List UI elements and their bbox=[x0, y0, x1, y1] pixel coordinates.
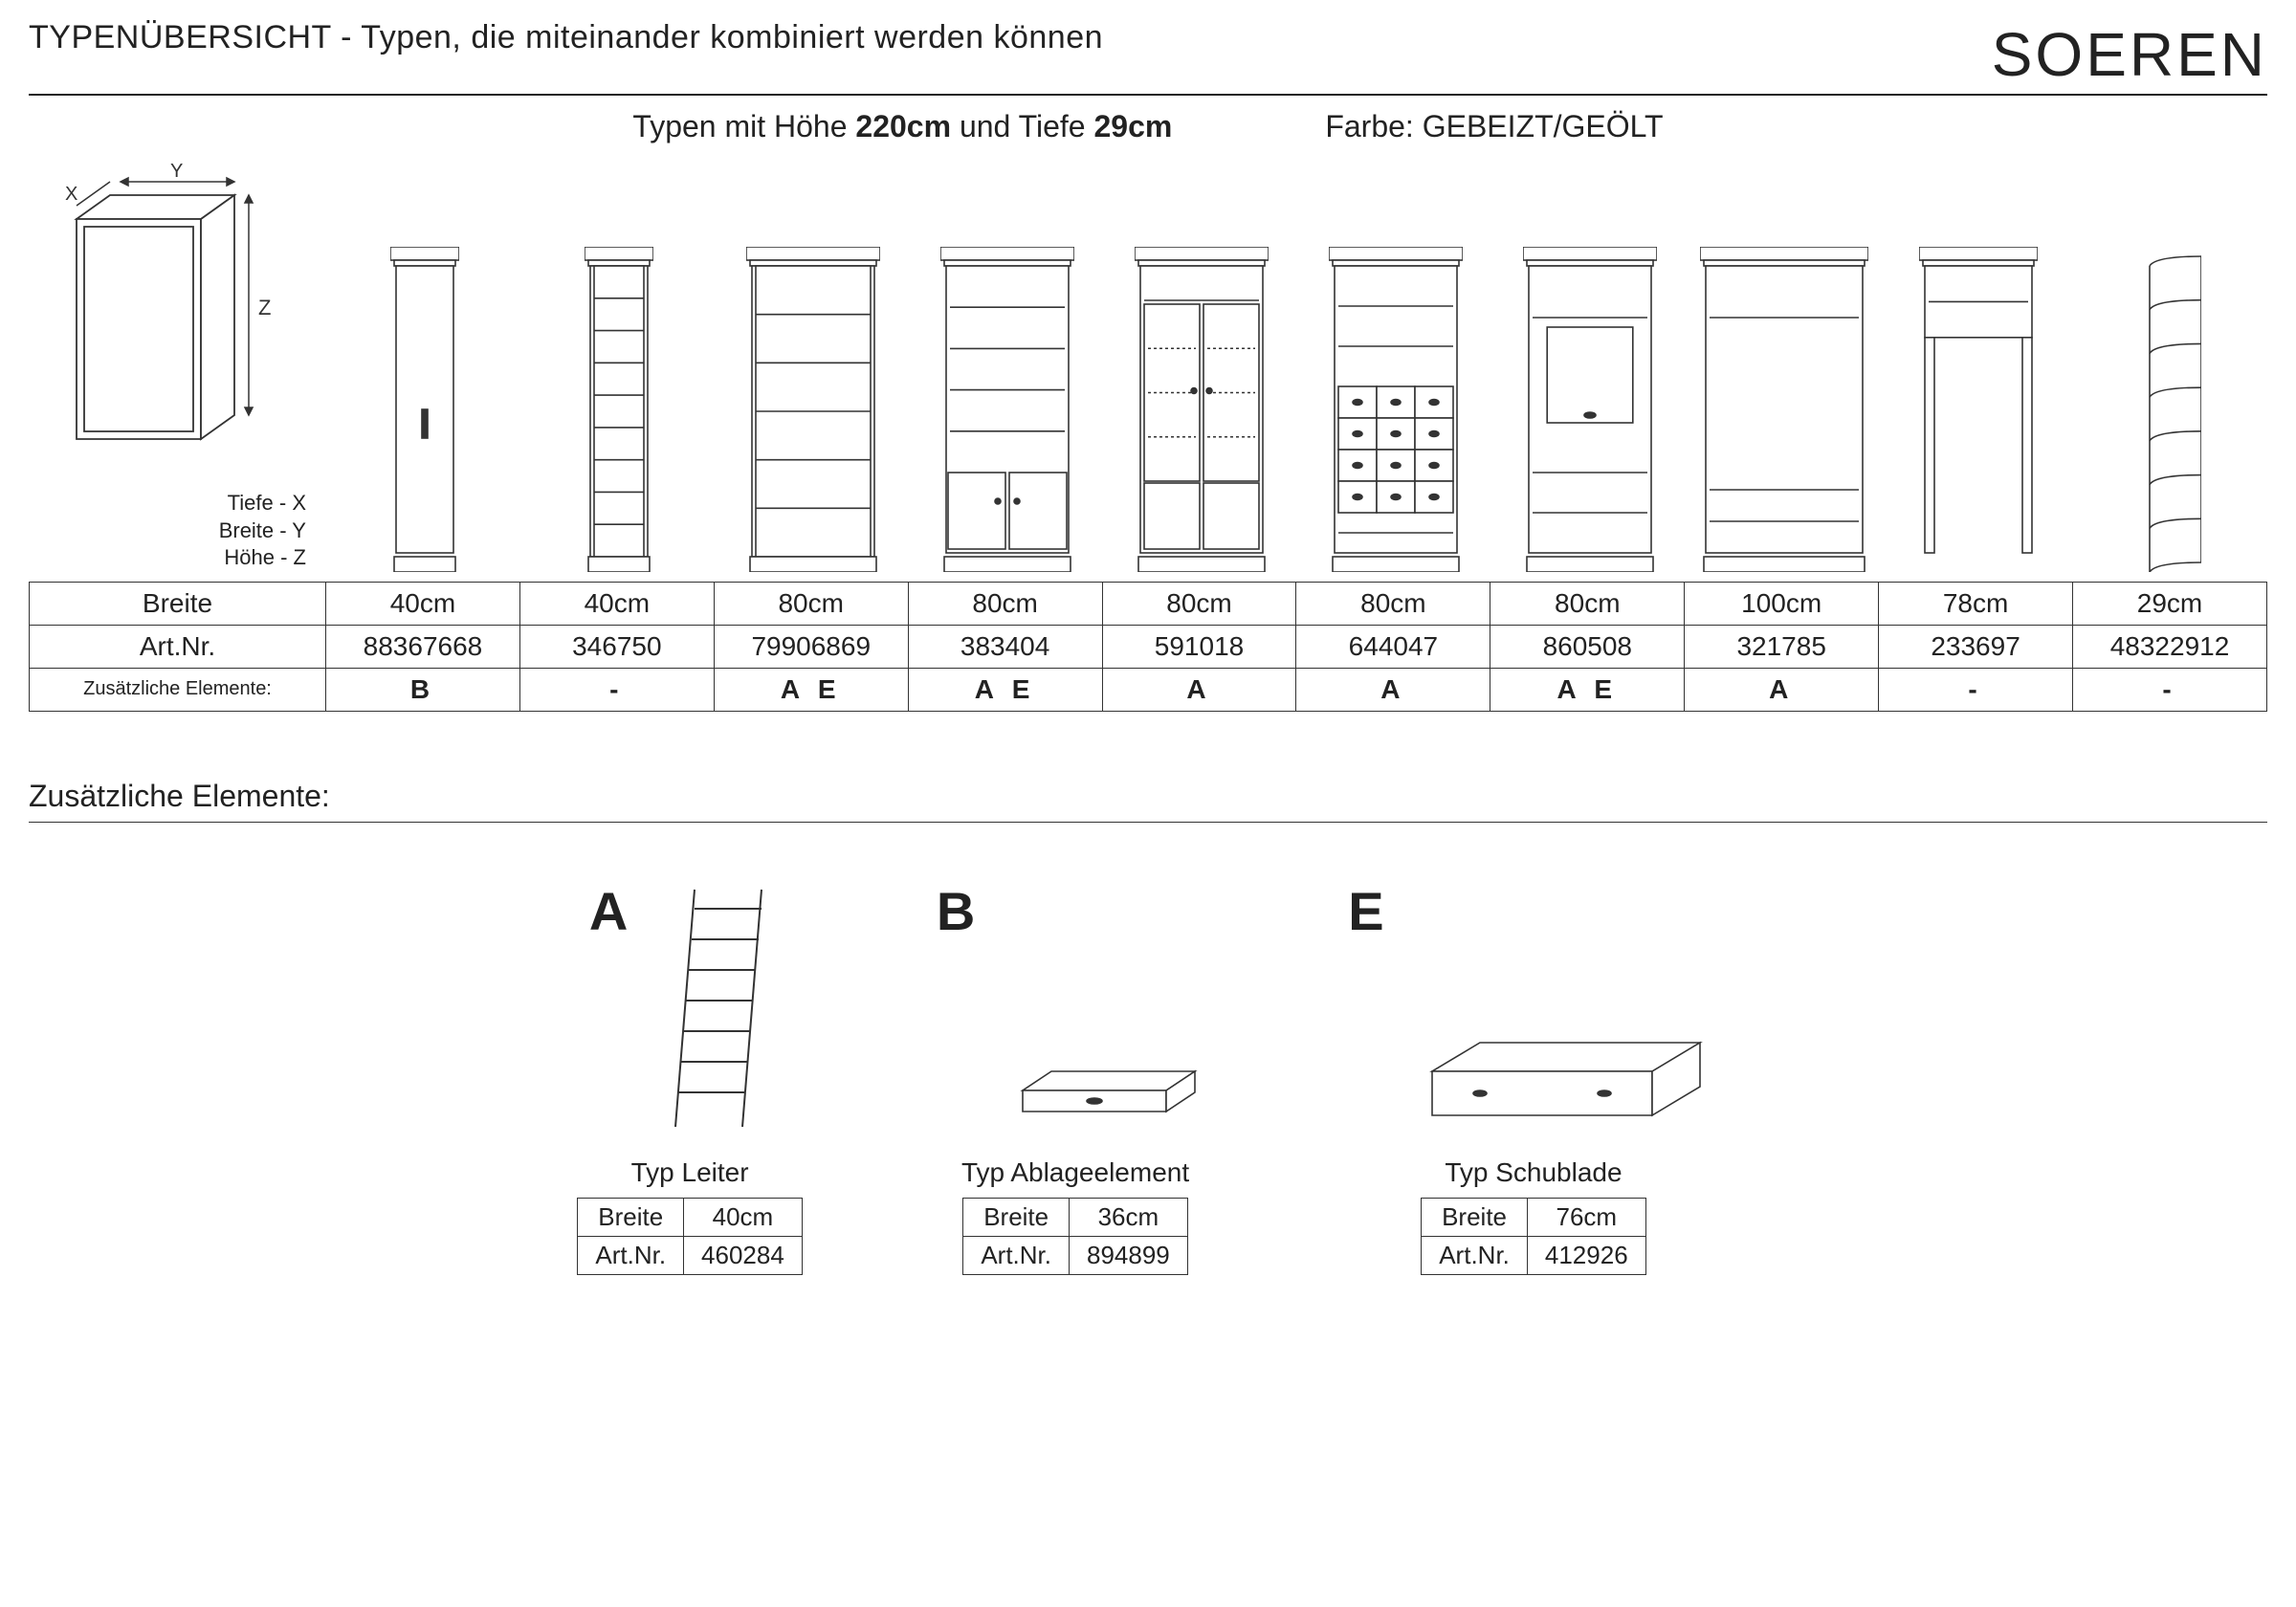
product-drawing bbox=[329, 228, 519, 572]
subhead-middle: und Tiefe bbox=[951, 109, 1093, 143]
cell-artnr: 860508 bbox=[1490, 625, 1685, 668]
cell-extra: - bbox=[519, 668, 714, 711]
cell-breite: 80cm bbox=[1296, 582, 1490, 625]
cell-artnr: 644047 bbox=[1296, 625, 1490, 668]
extra-column: A Typ Leiter Breite40cm Art.Nr.460284 bbox=[577, 880, 802, 1275]
dimension-diagram: X Y Z bbox=[29, 162, 277, 477]
extra-letter: B bbox=[937, 880, 975, 942]
cell-extra: A E bbox=[1490, 668, 1685, 711]
extras-row: A Typ Leiter Breite40cm Art.Nr.460284 B … bbox=[29, 880, 2267, 1275]
product-drawing bbox=[912, 228, 1102, 572]
cell-breite: 40cm bbox=[326, 582, 520, 625]
cell-artnr: 79906869 bbox=[714, 625, 908, 668]
product-drawing bbox=[1689, 228, 1879, 572]
cell-artnr: 346750 bbox=[519, 625, 714, 668]
cell-extra: - bbox=[2073, 668, 2267, 711]
mini-artnr-val: 412926 bbox=[1527, 1236, 1645, 1274]
color-label: Farbe: bbox=[1325, 109, 1422, 143]
product-drawing bbox=[1300, 228, 1490, 572]
extra-letter: E bbox=[1348, 880, 1383, 942]
cell-artnr: 321785 bbox=[1685, 625, 1879, 668]
extra-column: E Typ Schublade Breite76cm Art.Nr.412926 bbox=[1348, 880, 1718, 1275]
cell-breite: 80cm bbox=[908, 582, 1102, 625]
extra-type-label: Typ Leiter bbox=[631, 1157, 749, 1188]
cell-extra: A E bbox=[714, 668, 908, 711]
extra-mini-table: Breite36cm Art.Nr.894899 bbox=[962, 1198, 1187, 1275]
main-table: Breite40cm40cm80cm80cm80cm80cm80cm100cm7… bbox=[29, 582, 2267, 712]
cell-artnr: 233697 bbox=[1879, 625, 2073, 668]
cell-breite: 78cm bbox=[1879, 582, 2073, 625]
subhead-prefix: Typen mit Höhe bbox=[632, 109, 855, 143]
extra-type-label: Typ Ablageelement bbox=[961, 1157, 1189, 1188]
row-extra-label: Zusätzliche Elemente: bbox=[30, 668, 326, 711]
row-artnr-label: Art.Nr. bbox=[30, 625, 326, 668]
product-drawing bbox=[523, 228, 714, 572]
mini-breite-val: 40cm bbox=[684, 1198, 803, 1236]
mini-artnr-val: 460284 bbox=[684, 1236, 803, 1274]
product-drawing bbox=[1883, 228, 2073, 572]
svg-text:Z: Z bbox=[258, 296, 271, 319]
extra-letter: A bbox=[589, 880, 628, 942]
svg-text:Y: Y bbox=[170, 162, 183, 182]
cell-breite: 80cm bbox=[1490, 582, 1685, 625]
extra-drawing bbox=[1004, 880, 1214, 1129]
page-title: TYPENÜBERSICHT - Typen, die miteinander … bbox=[29, 19, 1103, 56]
mini-artnr-label: Art.Nr. bbox=[1422, 1236, 1528, 1274]
cell-artnr: 383404 bbox=[908, 625, 1102, 668]
products-row: X Y Z Tiefe - X Breite - Y Höhe - Z bbox=[29, 162, 2267, 572]
product-drawing bbox=[1106, 228, 1296, 572]
brand-name: SOEREN bbox=[1992, 19, 2267, 90]
svg-text:X: X bbox=[65, 184, 77, 205]
subhead-height: 220cm bbox=[855, 109, 951, 143]
cell-breite: 29cm bbox=[2073, 582, 2267, 625]
subhead-depth: 29cm bbox=[1093, 109, 1172, 143]
extra-column: B Typ Ablageelement Breite36cm Art.Nr.89… bbox=[937, 880, 1214, 1275]
divider-extras bbox=[29, 822, 2267, 823]
subheader: Typen mit Höhe 220cm und Tiefe 29cm Farb… bbox=[29, 109, 2267, 144]
cell-breite: 100cm bbox=[1685, 582, 1879, 625]
cell-extra: A bbox=[1296, 668, 1490, 711]
legend-z: Höhe - Z bbox=[29, 544, 306, 572]
mini-breite-val: 76cm bbox=[1527, 1198, 1645, 1236]
extra-mini-table: Breite40cm Art.Nr.460284 bbox=[577, 1198, 802, 1275]
cell-extra: B bbox=[326, 668, 520, 711]
row-breite-label: Breite bbox=[30, 582, 326, 625]
cell-extra: A bbox=[1685, 668, 1879, 711]
cell-breite: 80cm bbox=[1102, 582, 1296, 625]
legend-y: Breite - Y bbox=[29, 517, 306, 545]
product-drawing bbox=[2077, 228, 2267, 572]
divider-top bbox=[29, 94, 2267, 96]
cell-extra: - bbox=[1879, 668, 2073, 711]
mini-breite-label: Breite bbox=[578, 1198, 684, 1236]
cell-extra: A bbox=[1102, 668, 1296, 711]
cell-artnr: 88367668 bbox=[326, 625, 520, 668]
extra-type-label: Typ Schublade bbox=[1445, 1157, 1622, 1188]
cell-breite: 80cm bbox=[714, 582, 908, 625]
cell-extra: A E bbox=[908, 668, 1102, 711]
mini-breite-label: Breite bbox=[1422, 1198, 1528, 1236]
product-drawing bbox=[1494, 228, 1685, 572]
cell-breite: 40cm bbox=[519, 582, 714, 625]
mini-artnr-label: Art.Nr. bbox=[963, 1236, 1070, 1274]
extra-drawing bbox=[1413, 880, 1719, 1129]
cell-artnr: 48322912 bbox=[2073, 625, 2267, 668]
mini-artnr-label: Art.Nr. bbox=[578, 1236, 684, 1274]
product-drawing bbox=[718, 228, 908, 572]
color-value: GEBEIZT/GEÖLT bbox=[1423, 109, 1664, 143]
mini-breite-val: 36cm bbox=[1069, 1198, 1187, 1236]
mini-breite-label: Breite bbox=[963, 1198, 1070, 1236]
mini-artnr-val: 894899 bbox=[1069, 1236, 1187, 1274]
extra-mini-table: Breite76cm Art.Nr.412926 bbox=[1421, 1198, 1645, 1275]
section-extras-title: Zusätzliche Elemente: bbox=[29, 779, 2267, 814]
cell-artnr: 591018 bbox=[1102, 625, 1296, 668]
extra-drawing bbox=[656, 880, 790, 1129]
legend-x: Tiefe - X bbox=[29, 490, 306, 517]
dimension-diagram-cell: X Y Z Tiefe - X Breite - Y Höhe - Z bbox=[29, 162, 325, 572]
